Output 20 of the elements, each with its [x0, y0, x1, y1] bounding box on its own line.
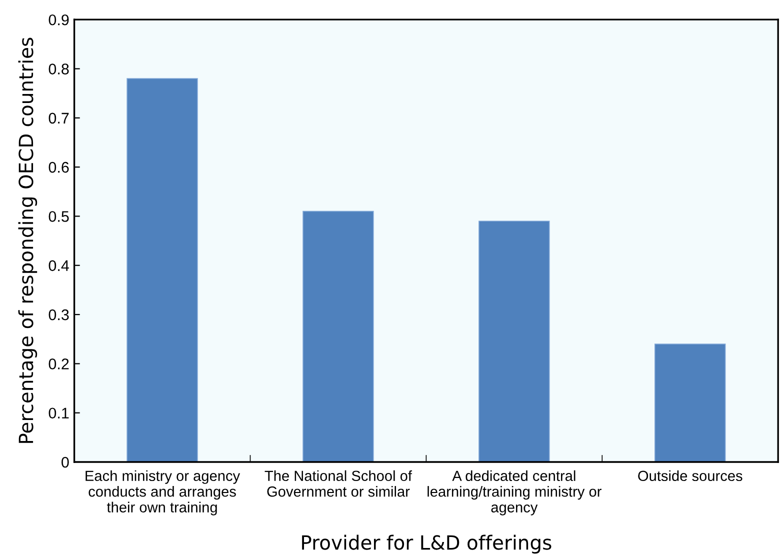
bar: [126, 78, 198, 462]
y-tick-label: 0.6: [48, 162, 69, 173]
bar: [478, 220, 550, 462]
y-tick-label: 0.5: [48, 211, 69, 222]
bar: [302, 210, 374, 462]
bar: [654, 344, 726, 462]
x-axis-title: Provider for L&D offerings: [302, 534, 552, 554]
x-tick-label: A dedicated central learning/training ministry or agency: [428, 470, 602, 516]
y-tick-label: 0: [62, 456, 69, 468]
y-tick-label: 0.9: [48, 14, 69, 26]
x-tick-label: Each ministry or agency conducts and arranges their own training: [86, 470, 240, 516]
y-tick-label: 0.7: [48, 112, 69, 124]
y-tick-label: 0.8: [48, 64, 69, 74]
x-tick-label: Outside sources: [638, 470, 742, 482]
y-axis-title: Percentage of responding OECD countries: [18, 38, 38, 443]
y-tick-label: 0.1: [48, 408, 69, 419]
y-tick-label: 0.4: [48, 260, 69, 272]
x-tick-label: The National School of Government or similar: [264, 470, 412, 497]
y-tick-label: 0.2: [48, 358, 69, 370]
y-tick-label: 0.3: [48, 309, 69, 320]
